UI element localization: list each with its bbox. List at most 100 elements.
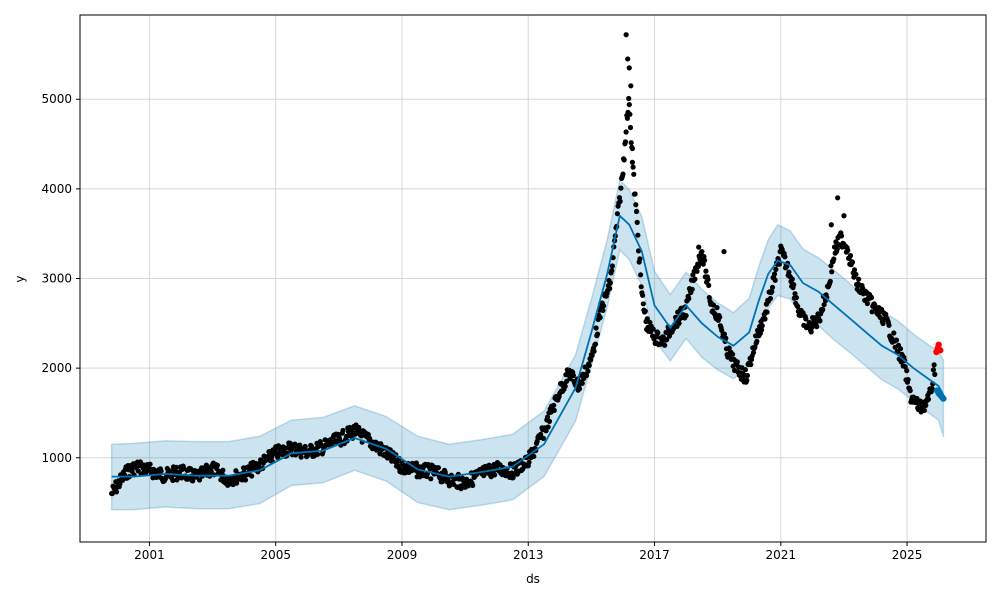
x-tick-label: 2017 <box>639 548 670 562</box>
x-axis-label: ds <box>526 572 540 586</box>
observed-point <box>486 462 492 468</box>
observed-point <box>492 472 498 478</box>
observed-point <box>591 348 597 354</box>
observed-point <box>742 367 749 373</box>
x-tick-label: 2013 <box>513 548 544 562</box>
observed-point <box>676 320 682 326</box>
observed-point <box>931 362 937 368</box>
observed-point <box>845 247 851 253</box>
observed-point <box>640 301 646 307</box>
observed-point <box>551 402 557 408</box>
observed-point <box>695 263 702 269</box>
observed-point <box>196 477 203 483</box>
observed-point <box>773 266 779 272</box>
observed-point <box>638 284 644 290</box>
observed-point <box>714 305 720 311</box>
observed-point <box>601 303 607 309</box>
observed-point <box>589 352 595 359</box>
observed-point <box>706 282 712 288</box>
observed-point <box>856 276 862 282</box>
observed-point <box>880 320 886 327</box>
observed-point <box>655 330 661 336</box>
observed-point <box>600 307 606 313</box>
observed-point <box>789 276 795 282</box>
observed-point <box>435 465 441 471</box>
observed-point <box>249 473 255 479</box>
observed-point <box>759 323 765 329</box>
forecast-line <box>111 214 945 478</box>
observed-point <box>654 334 660 340</box>
observed-point <box>463 476 470 482</box>
observed-point <box>576 386 583 392</box>
observed-point <box>808 329 814 335</box>
observed-point <box>907 388 913 394</box>
observed-point <box>315 451 321 457</box>
observed-point <box>771 271 778 277</box>
observed-point <box>185 476 191 482</box>
observed-outlier-point <box>699 249 705 255</box>
y-tick-label: 1000 <box>41 451 72 465</box>
observed-point <box>618 185 624 191</box>
observed-point <box>632 191 638 197</box>
observed-point <box>340 427 346 434</box>
observed-point <box>929 386 935 392</box>
observed-point <box>834 246 840 252</box>
observed-outlier-point <box>629 145 636 152</box>
observed-point <box>622 139 629 145</box>
observed-point <box>640 292 646 298</box>
observed-point <box>170 477 176 483</box>
observed-point <box>869 309 875 315</box>
observed-point <box>723 335 729 341</box>
observed-point <box>627 111 633 117</box>
observed-point <box>904 368 910 374</box>
observed-point <box>607 286 613 292</box>
observed-outlier-point <box>623 32 629 38</box>
observed-point <box>637 256 643 262</box>
observed-point <box>546 418 553 424</box>
observed-point <box>803 316 809 322</box>
observed-point <box>792 291 798 297</box>
x-tick-label: 2001 <box>134 548 165 562</box>
observed-point <box>147 461 153 467</box>
observed-point <box>838 233 845 239</box>
observed-point <box>734 359 740 365</box>
observed-point <box>814 324 820 330</box>
observed-point <box>413 460 419 466</box>
observed-point <box>847 253 854 259</box>
observed-point <box>921 407 928 413</box>
observed-point <box>540 435 547 441</box>
observed-point <box>544 414 551 420</box>
observed-point <box>272 449 278 455</box>
observed-point <box>762 316 768 322</box>
observed-point <box>297 442 303 448</box>
observed-point <box>662 342 668 348</box>
y-tick-label: 3000 <box>41 272 72 286</box>
observed-point <box>905 377 911 383</box>
observed-point <box>886 322 892 328</box>
observed-point <box>829 269 835 275</box>
observed-outlier-point <box>628 83 634 89</box>
observed-point <box>631 171 637 177</box>
observed-point <box>923 402 929 408</box>
observed-point <box>628 140 634 146</box>
observed-point <box>764 309 770 315</box>
observed-point <box>551 407 557 413</box>
observed-point <box>585 368 591 374</box>
observed-point <box>849 259 856 265</box>
observed-point <box>719 327 725 333</box>
observed-point <box>621 157 627 163</box>
observed-point <box>627 124 634 131</box>
observed-point <box>242 477 249 483</box>
observed-point <box>208 468 214 474</box>
observed-point <box>570 372 577 379</box>
observed-point <box>891 330 897 336</box>
y-tick-label: 5000 <box>41 92 72 106</box>
observed-point <box>158 468 164 474</box>
observed-point <box>827 278 833 284</box>
observed-point <box>820 306 826 313</box>
observed-point <box>617 198 623 204</box>
observed-point <box>526 459 532 465</box>
observed-point <box>767 295 774 302</box>
